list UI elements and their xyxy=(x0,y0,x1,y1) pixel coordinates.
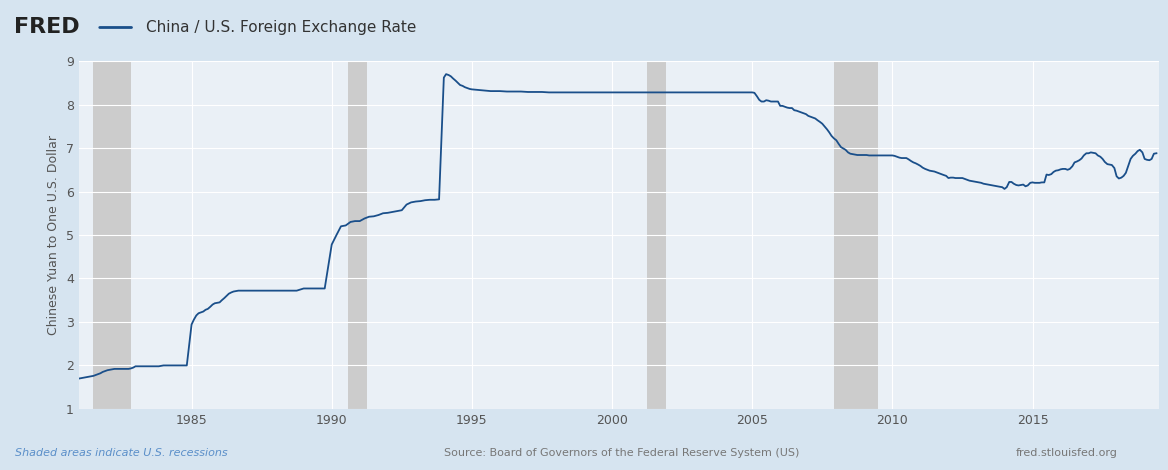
Bar xyxy=(93,61,131,409)
Text: Shaded areas indicate U.S. recessions: Shaded areas indicate U.S. recessions xyxy=(15,448,228,458)
Text: FRED: FRED xyxy=(14,17,79,38)
Text: China / U.S. Foreign Exchange Rate: China / U.S. Foreign Exchange Rate xyxy=(146,20,416,35)
Text: fred.stlouisfed.org: fred.stlouisfed.org xyxy=(1016,448,1118,458)
Bar xyxy=(348,61,367,409)
Bar xyxy=(834,61,878,409)
Bar xyxy=(647,61,666,409)
Text: Source: Board of Governors of the Federal Reserve System (US): Source: Board of Governors of the Federa… xyxy=(444,448,799,458)
Y-axis label: Chinese Yuan to One U.S. Dollar: Chinese Yuan to One U.S. Dollar xyxy=(48,135,61,335)
